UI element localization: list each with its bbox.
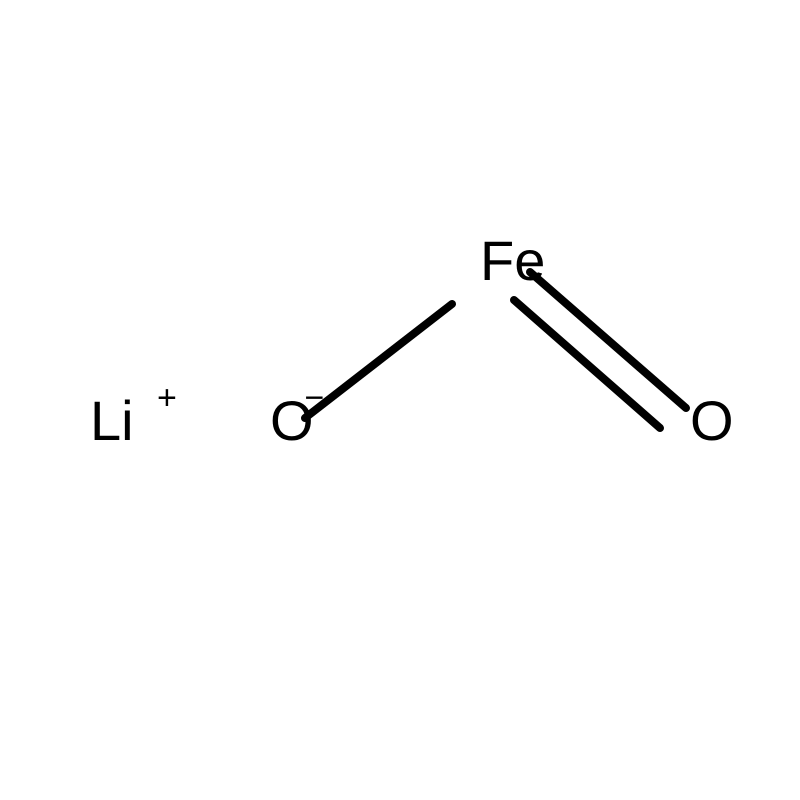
atom-Fe-symbol: Fe [480,229,545,292]
atom-Li-symbol: Li [90,389,134,452]
atom-O2-symbol: O [690,389,734,452]
atom-Fe: Fe [480,229,545,292]
atom-Li-charge: + [157,379,177,417]
atom-O2: O [690,389,734,452]
atom-O1-charge: − [304,379,324,417]
